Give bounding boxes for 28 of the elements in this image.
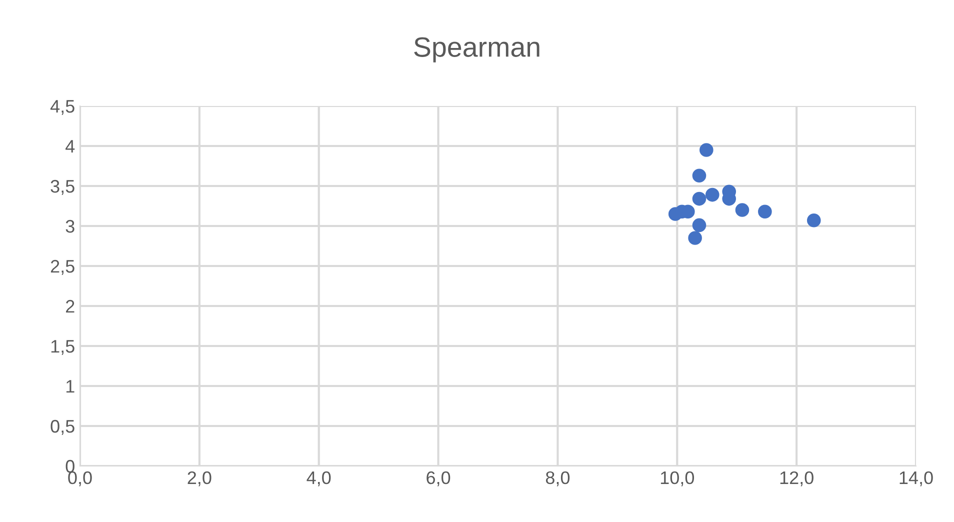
x-tick-label: 10,0 — [660, 471, 694, 486]
y-tick-label: 2,5 — [50, 260, 74, 275]
y-tick-label: 2 — [66, 300, 74, 313]
x-tick-label: 14,0 — [900, 471, 933, 486]
point — [806, 213, 821, 228]
y-tick-label: 3 — [66, 220, 74, 233]
point — [699, 143, 714, 157]
y-tick-label: 1 — [66, 380, 74, 393]
x-tick-label: 6,0 — [426, 471, 450, 486]
x-tick-label: 12,0 — [780, 471, 814, 486]
y-tick-label: 3,5 — [50, 180, 74, 195]
y-tick-label: 0,5 — [50, 420, 74, 435]
y-tick-label: 0 — [66, 460, 74, 473]
y-tick-label: 4 — [66, 140, 75, 153]
x-tick-label: 8,0 — [546, 471, 570, 486]
x-tick-label: 2,0 — [188, 471, 212, 486]
chart-title: Spearman — [414, 37, 540, 62]
x-tick-label: 0,0 — [68, 471, 92, 486]
point — [758, 204, 772, 219]
y-tick-label: 4,5 — [50, 100, 74, 115]
point — [692, 168, 706, 183]
point — [735, 203, 750, 217]
point — [705, 188, 720, 202]
y-tick-label: 1,5 — [51, 340, 74, 355]
x-tick-label: 4,0 — [306, 471, 331, 486]
point — [688, 231, 702, 245]
point — [692, 192, 706, 206]
point — [692, 218, 706, 232]
